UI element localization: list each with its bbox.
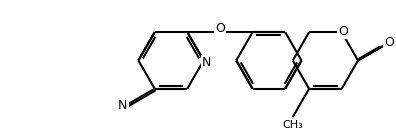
Text: O: O [215,22,225,35]
Text: CH₃: CH₃ [282,120,303,130]
Text: O: O [339,25,348,38]
Text: O: O [384,36,394,49]
Text: N: N [118,99,127,111]
Text: N: N [202,56,211,69]
